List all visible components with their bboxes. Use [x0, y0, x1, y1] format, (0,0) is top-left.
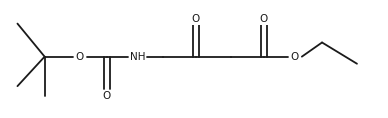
Text: O: O	[75, 52, 84, 62]
Text: O: O	[260, 14, 268, 24]
Text: NH: NH	[130, 52, 146, 62]
Text: O: O	[291, 52, 299, 62]
Text: O: O	[102, 91, 111, 101]
Text: O: O	[192, 14, 200, 24]
